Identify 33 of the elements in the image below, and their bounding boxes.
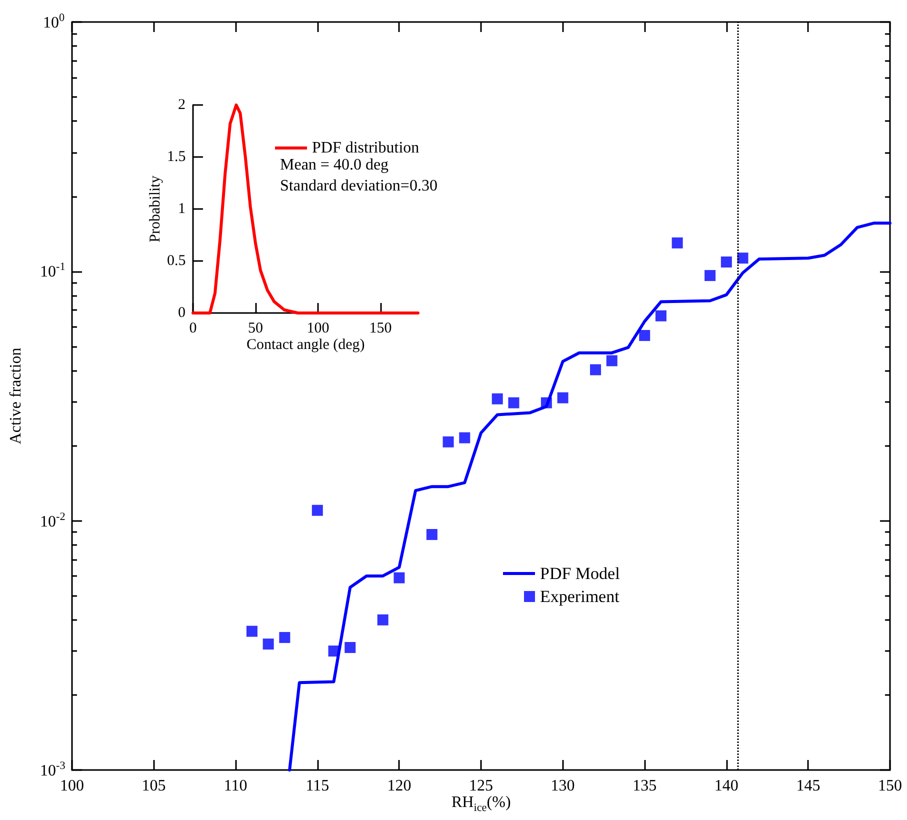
y-tick-label: 10$^{-1}$	[40, 261, 66, 281]
legend-label: Experiment	[540, 587, 620, 606]
y-tick-label: 0	[178, 304, 186, 320]
annotation: Standard deviation=0.30	[280, 178, 438, 194]
x-axis-title: Contact angle (deg)	[246, 337, 365, 353]
y-tick-label: 10$^{-3}$	[40, 760, 66, 780]
x-tick-label: 105	[142, 778, 166, 794]
y-tick-label: 0.5	[167, 252, 186, 268]
x-tick-label: 135	[632, 778, 657, 794]
annotation: Mean = 40.0 deg	[280, 156, 389, 174]
x-tick-label: 0	[189, 320, 197, 336]
y-tick-label: 1	[178, 200, 186, 216]
x-tick-label: 115	[306, 778, 330, 794]
y-tick-label: 10$^{0}$	[43, 12, 65, 32]
x-tick-label: 125	[469, 778, 493, 794]
x-tick-label: 130	[550, 778, 575, 794]
y-tick-label: 1.5	[167, 148, 186, 164]
x-tick-label: 100	[306, 320, 330, 336]
y-axis-title: Probability	[148, 175, 164, 242]
x-tick-label: 140	[714, 778, 738, 794]
x-tick-label: 150	[878, 778, 902, 794]
x-tick-label: 110	[224, 778, 248, 794]
x-tick-label: 150	[369, 320, 392, 336]
x-tick-label: 100	[60, 778, 84, 794]
y-axis-title: Active fraction	[8, 348, 24, 444]
x-axis-title: RH$_{ice}$(%)	[452, 794, 511, 814]
y-tick-label: 2	[178, 96, 186, 112]
x-tick-label: 50	[248, 320, 263, 336]
x-tick-label: 145	[796, 778, 820, 794]
x-tick-label: 120	[387, 778, 412, 794]
legend-label: PDF distribution	[312, 140, 420, 156]
y-tick-label: 10$^{-2}$	[40, 510, 66, 530]
legend-label: PDF Model	[540, 564, 620, 583]
